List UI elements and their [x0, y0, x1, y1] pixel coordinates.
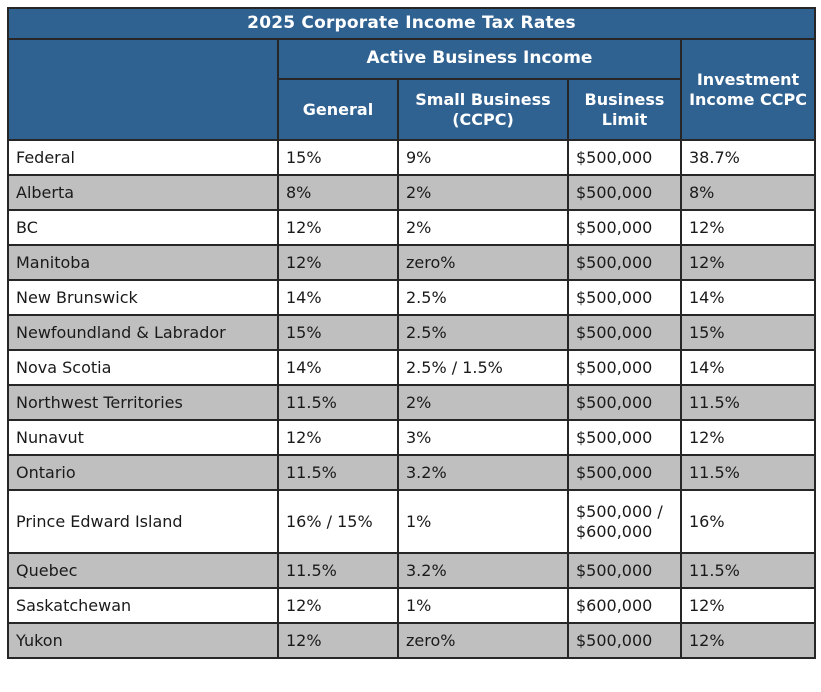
column-header-general: General — [277, 78, 399, 141]
small-business-rate-cell: 2% — [397, 384, 569, 421]
small-business-rate-cell: 1% — [397, 587, 569, 624]
business-limit-cell: $500,000 — [567, 349, 682, 386]
general-rate-cell: 12% — [277, 209, 399, 246]
business-limit-cell: $500,000 — [567, 454, 682, 491]
column-header-small-business-ccpc: Small Business (CCPC) — [397, 78, 569, 141]
jurisdiction-cell: Prince Edward Island — [7, 489, 279, 554]
investment-income-cell: 8% — [679, 174, 817, 211]
small-business-rate-cell: 2.5% — [397, 314, 569, 351]
table-row: Quebec 11.5% 3.2% $500,000 11.5% — [7, 552, 817, 589]
jurisdiction-cell: Manitoba — [7, 244, 279, 281]
business-limit-cell: $500,000 — [567, 314, 682, 351]
investment-income-cell: 12% — [679, 622, 817, 659]
table-row: Newfoundland & Labrador 15% 2.5% $500,00… — [7, 314, 817, 351]
jurisdiction-cell: Yukon — [7, 622, 279, 659]
jurisdiction-cell: Newfoundland & Labrador — [7, 314, 279, 351]
small-business-rate-cell: 9% — [397, 139, 569, 176]
business-limit-cell: $500,000 — [567, 552, 682, 589]
business-limit-cell: $500,000 — [567, 139, 682, 176]
general-rate-cell: 11.5% — [277, 384, 399, 421]
investment-income-cell: 16% — [679, 489, 817, 554]
column-group-active-business-income: Active Business Income — [277, 38, 682, 80]
jurisdiction-cell: Ontario — [7, 454, 279, 491]
investment-income-cell: 15% — [679, 314, 817, 351]
table-row: Prince Edward Island 16% / 15% 1% $500,0… — [7, 489, 817, 554]
small-business-rate-cell: 3.2% — [397, 454, 569, 491]
small-business-rate-cell: 1% — [397, 489, 569, 554]
header-group-row: Active Business Income Investment Income… — [7, 38, 817, 141]
general-rate-cell: 12% — [277, 587, 399, 624]
general-rate-cell: 12% — [277, 244, 399, 281]
general-rate-cell: 15% — [277, 139, 399, 176]
investment-income-cell: 14% — [679, 349, 817, 386]
general-rate-cell: 11.5% — [277, 552, 399, 589]
general-rate-cell: 11.5% — [277, 454, 399, 491]
investment-income-cell: 11.5% — [679, 552, 817, 589]
small-business-rate-cell: 2.5% / 1.5% — [397, 349, 569, 386]
column-header-investment-income-ccpc: Investment Income CCPC — [679, 38, 817, 141]
investment-income-cell: 12% — [679, 244, 817, 281]
small-business-rate-cell: 2% — [397, 174, 569, 211]
corner-cell — [7, 38, 279, 141]
business-limit-cell: $500,000 — [567, 174, 682, 211]
jurisdiction-cell: Quebec — [7, 552, 279, 589]
investment-income-cell: 11.5% — [679, 454, 817, 491]
header-sub-row: General Small Business (CCPC) Business L… — [8, 78, 815, 141]
jurisdiction-cell: Nunavut — [7, 419, 279, 456]
general-rate-cell: 16% / 15% — [277, 489, 399, 554]
investment-income-cell: 12% — [679, 587, 817, 624]
table-row: New Brunswick 14% 2.5% $500,000 14% — [7, 279, 817, 316]
business-limit-cell: $500,000 — [567, 622, 682, 659]
business-limit-cell: $500,000 / $600,000 — [567, 489, 682, 554]
table-row: Ontario 11.5% 3.2% $500,000 11.5% — [7, 454, 817, 491]
small-business-rate-cell: 3% — [397, 419, 569, 456]
jurisdiction-cell: Northwest Territories — [7, 384, 279, 421]
table-row: Nunavut 12% 3% $500,000 12% — [7, 419, 817, 456]
business-limit-cell: $500,000 — [567, 279, 682, 316]
general-rate-cell: 12% — [277, 622, 399, 659]
investment-income-cell: 12% — [679, 419, 817, 456]
general-rate-cell: 14% — [277, 349, 399, 386]
investment-income-cell: 38.7% — [679, 139, 817, 176]
table-row: BC 12% 2% $500,000 12% — [7, 209, 817, 246]
column-header-business-limit: Business Limit — [567, 78, 682, 141]
small-business-rate-cell: 3.2% — [397, 552, 569, 589]
table-row: Northwest Territories 11.5% 2% $500,000 … — [7, 384, 817, 421]
business-limit-cell: $500,000 — [567, 209, 682, 246]
jurisdiction-cell: New Brunswick — [7, 279, 279, 316]
small-business-rate-cell: zero% — [397, 244, 569, 281]
table-title: 2025 Corporate Income Tax Rates — [6, 7, 817, 40]
investment-income-cell: 14% — [679, 279, 817, 316]
business-limit-cell: $500,000 — [567, 244, 682, 281]
corporate-tax-rates-table: 2025 Corporate Income Tax Rates Active B… — [6, 7, 817, 659]
jurisdiction-cell: Nova Scotia — [7, 349, 279, 386]
table-row: Yukon 12% zero% $500,000 12% — [7, 622, 817, 659]
jurisdiction-cell: Federal — [7, 139, 279, 176]
general-rate-cell: 14% — [277, 279, 399, 316]
investment-income-cell: 11.5% — [679, 384, 817, 421]
general-rate-cell: 12% — [277, 419, 399, 456]
table-row: Federal 15% 9% $500,000 38.7% — [7, 139, 817, 176]
table-header: 2025 Corporate Income Tax Rates Active B… — [6, 7, 817, 141]
general-rate-cell: 8% — [277, 174, 399, 211]
jurisdiction-cell: Saskatchewan — [7, 587, 279, 624]
table-body: Federal 15% 9% $500,000 38.7% Alberta 8%… — [7, 139, 817, 659]
title-row: 2025 Corporate Income Tax Rates — [6, 7, 817, 40]
table-row: Manitoba 12% zero% $500,000 12% — [7, 244, 817, 281]
business-limit-cell: $500,000 — [567, 384, 682, 421]
general-rate-cell: 15% — [277, 314, 399, 351]
jurisdiction-cell: Alberta — [7, 174, 279, 211]
business-limit-cell: $600,000 — [567, 587, 682, 624]
investment-income-cell: 12% — [679, 209, 817, 246]
table-row: Alberta 8% 2% $500,000 8% — [7, 174, 817, 211]
table-row: Nova Scotia 14% 2.5% / 1.5% $500,000 14% — [7, 349, 817, 386]
small-business-rate-cell: zero% — [397, 622, 569, 659]
small-business-rate-cell: 2% — [397, 209, 569, 246]
table-row: Saskatchewan 12% 1% $600,000 12% — [7, 587, 817, 624]
business-limit-cell: $500,000 — [567, 419, 682, 456]
small-business-rate-cell: 2.5% — [397, 279, 569, 316]
jurisdiction-cell: BC — [7, 209, 279, 246]
